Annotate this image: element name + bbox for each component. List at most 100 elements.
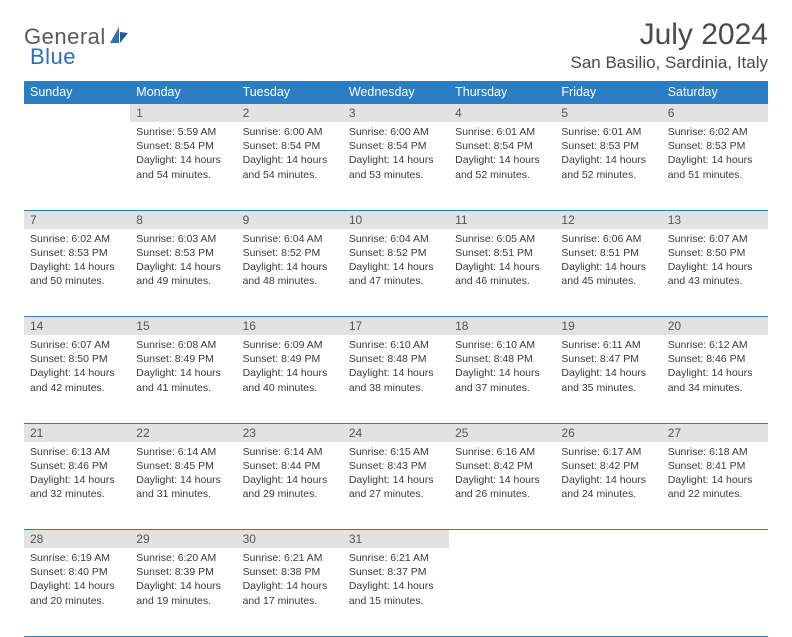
sunset-line: Sunset: 8:53 PM <box>30 246 124 260</box>
sunrise-line: Sunrise: 6:00 AM <box>243 125 337 139</box>
day-cell: Sunrise: 5:59 AMSunset: 8:54 PMDaylight:… <box>130 122 236 210</box>
logo-sail-icon <box>108 25 130 50</box>
day-number: 1 <box>130 104 236 122</box>
daylight-line: Daylight: 14 hours and 51 minutes. <box>668 153 762 181</box>
sunset-line: Sunset: 8:37 PM <box>349 565 443 579</box>
sunrise-line: Sunrise: 6:21 AM <box>243 551 337 565</box>
day-number: 22 <box>130 423 236 442</box>
day-number: 17 <box>343 317 449 336</box>
sunset-line: Sunset: 8:52 PM <box>349 246 443 260</box>
daylight-line: Daylight: 14 hours and 32 minutes. <box>30 473 124 501</box>
day-number: 23 <box>237 423 343 442</box>
day-cell: Sunrise: 6:01 AMSunset: 8:53 PMDaylight:… <box>555 122 661 210</box>
sunset-line: Sunset: 8:38 PM <box>243 565 337 579</box>
day-cell: Sunrise: 6:18 AMSunset: 8:41 PMDaylight:… <box>662 442 768 530</box>
day-cell: Sunrise: 6:02 AMSunset: 8:53 PMDaylight:… <box>24 229 130 317</box>
day-cell: Sunrise: 6:10 AMSunset: 8:48 PMDaylight:… <box>343 335 449 423</box>
daylight-line: Daylight: 14 hours and 34 minutes. <box>668 366 762 394</box>
sunset-line: Sunset: 8:40 PM <box>30 565 124 579</box>
daylight-line: Daylight: 14 hours and 54 minutes. <box>136 153 230 181</box>
sunset-line: Sunset: 8:49 PM <box>136 352 230 366</box>
day-cell: Sunrise: 6:06 AMSunset: 8:51 PMDaylight:… <box>555 229 661 317</box>
sunrise-line: Sunrise: 6:17 AM <box>561 445 655 459</box>
sunrise-line: Sunrise: 6:10 AM <box>349 338 443 352</box>
day-number: 19 <box>555 317 661 336</box>
sunset-line: Sunset: 8:47 PM <box>561 352 655 366</box>
sunset-line: Sunset: 8:39 PM <box>136 565 230 579</box>
daylight-line: Daylight: 14 hours and 40 minutes. <box>243 366 337 394</box>
day-cell: Sunrise: 6:01 AMSunset: 8:54 PMDaylight:… <box>449 122 555 210</box>
sunset-line: Sunset: 8:43 PM <box>349 459 443 473</box>
day-cell: Sunrise: 6:04 AMSunset: 8:52 PMDaylight:… <box>237 229 343 317</box>
day-number: 25 <box>449 423 555 442</box>
sunrise-line: Sunrise: 6:07 AM <box>668 232 762 246</box>
daylight-line: Daylight: 14 hours and 19 minutes. <box>136 579 230 607</box>
sunrise-line: Sunrise: 6:08 AM <box>136 338 230 352</box>
day-number: 9 <box>237 210 343 229</box>
daylight-line: Daylight: 14 hours and 46 minutes. <box>455 260 549 288</box>
sunrise-line: Sunrise: 6:18 AM <box>668 445 762 459</box>
header: General July 2024 San Basilio, Sardinia,… <box>24 18 768 73</box>
month-title: July 2024 <box>571 18 769 52</box>
sunrise-line: Sunrise: 6:20 AM <box>136 551 230 565</box>
sunset-line: Sunset: 8:44 PM <box>243 459 337 473</box>
sunrise-line: Sunrise: 6:02 AM <box>668 125 762 139</box>
sunrise-line: Sunrise: 6:01 AM <box>561 125 655 139</box>
sunrise-line: Sunrise: 6:12 AM <box>668 338 762 352</box>
day-cell: Sunrise: 6:15 AMSunset: 8:43 PMDaylight:… <box>343 442 449 530</box>
day-number: 13 <box>662 210 768 229</box>
day-cell: Sunrise: 6:21 AMSunset: 8:38 PMDaylight:… <box>237 548 343 636</box>
sunrise-line: Sunrise: 6:14 AM <box>243 445 337 459</box>
weekday-header: Friday <box>555 81 661 104</box>
daylight-line: Daylight: 14 hours and 50 minutes. <box>30 260 124 288</box>
sunset-line: Sunset: 8:54 PM <box>136 139 230 153</box>
day-number: 20 <box>662 317 768 336</box>
daylight-line: Daylight: 14 hours and 38 minutes. <box>349 366 443 394</box>
sunset-line: Sunset: 8:45 PM <box>136 459 230 473</box>
daylight-line: Daylight: 14 hours and 48 minutes. <box>243 260 337 288</box>
sunrise-line: Sunrise: 6:01 AM <box>455 125 549 139</box>
day-cell: Sunrise: 6:20 AMSunset: 8:39 PMDaylight:… <box>130 548 236 636</box>
day-cell: Sunrise: 6:10 AMSunset: 8:48 PMDaylight:… <box>449 335 555 423</box>
day-number: 26 <box>555 423 661 442</box>
day-number: 27 <box>662 423 768 442</box>
day-cell: Sunrise: 6:16 AMSunset: 8:42 PMDaylight:… <box>449 442 555 530</box>
day-number: 18 <box>449 317 555 336</box>
day-cell: Sunrise: 6:05 AMSunset: 8:51 PMDaylight:… <box>449 229 555 317</box>
sunset-line: Sunset: 8:48 PM <box>455 352 549 366</box>
daylight-line: Daylight: 14 hours and 54 minutes. <box>243 153 337 181</box>
day-cell: Sunrise: 6:14 AMSunset: 8:44 PMDaylight:… <box>237 442 343 530</box>
sunset-line: Sunset: 8:54 PM <box>243 139 337 153</box>
day-number: 12 <box>555 210 661 229</box>
day-number: 30 <box>237 530 343 549</box>
day-cell: Sunrise: 6:21 AMSunset: 8:37 PMDaylight:… <box>343 548 449 636</box>
daylight-line: Daylight: 14 hours and 52 minutes. <box>455 153 549 181</box>
sunset-line: Sunset: 8:51 PM <box>561 246 655 260</box>
daylight-line: Daylight: 14 hours and 27 minutes. <box>349 473 443 501</box>
day-number: 3 <box>343 104 449 122</box>
weekday-header: Thursday <box>449 81 555 104</box>
daylight-line: Daylight: 14 hours and 37 minutes. <box>455 366 549 394</box>
calendar-table: SundayMondayTuesdayWednesdayThursdayFrid… <box>24 81 768 637</box>
sunset-line: Sunset: 8:53 PM <box>136 246 230 260</box>
day-number: 21 <box>24 423 130 442</box>
sunset-line: Sunset: 8:52 PM <box>243 246 337 260</box>
sunrise-line: Sunrise: 6:19 AM <box>30 551 124 565</box>
sunset-line: Sunset: 8:51 PM <box>455 246 549 260</box>
sunrise-line: Sunrise: 6:04 AM <box>349 232 443 246</box>
day-number: 16 <box>237 317 343 336</box>
day-cell: Sunrise: 6:00 AMSunset: 8:54 PMDaylight:… <box>343 122 449 210</box>
day-cell: Sunrise: 6:00 AMSunset: 8:54 PMDaylight:… <box>237 122 343 210</box>
day-cell: Sunrise: 6:12 AMSunset: 8:46 PMDaylight:… <box>662 335 768 423</box>
daylight-line: Daylight: 14 hours and 45 minutes. <box>561 260 655 288</box>
sunrise-line: Sunrise: 6:04 AM <box>243 232 337 246</box>
day-cell <box>555 548 661 636</box>
logo-text-blue: Blue <box>30 44 76 69</box>
day-number: 14 <box>24 317 130 336</box>
calendar-header: SundayMondayTuesdayWednesdayThursdayFrid… <box>24 81 768 104</box>
day-cell: Sunrise: 6:14 AMSunset: 8:45 PMDaylight:… <box>130 442 236 530</box>
sunrise-line: Sunrise: 6:00 AM <box>349 125 443 139</box>
sunset-line: Sunset: 8:54 PM <box>455 139 549 153</box>
day-number: 2 <box>237 104 343 122</box>
sunset-line: Sunset: 8:53 PM <box>668 139 762 153</box>
